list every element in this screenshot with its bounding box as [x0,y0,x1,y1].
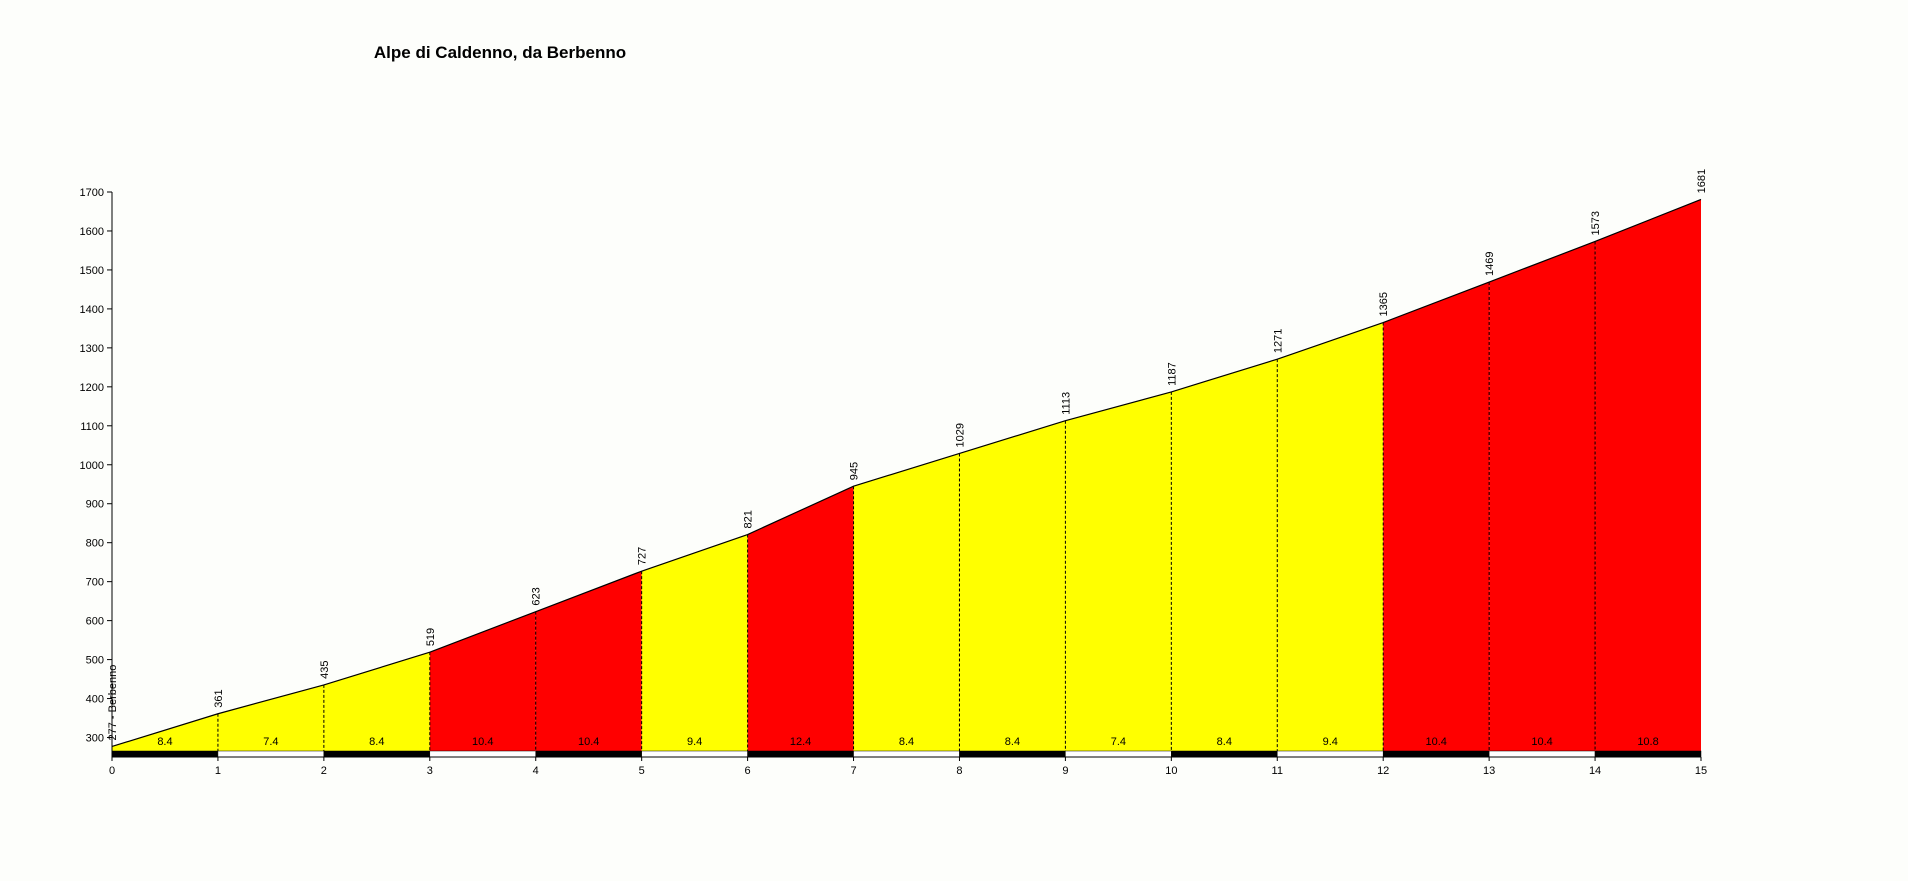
value-label: 519 [425,628,437,646]
x-tick-label: 10 [1165,765,1177,777]
x-tick-label: 15 [1695,765,1707,777]
scale-bar [111,750,219,758]
segment-area [1277,322,1384,757]
value-label: 277 - Berbenno [107,665,119,741]
segment-area [535,571,642,757]
value-label: 945 [849,462,861,480]
gradient-label: 8.4 [369,736,384,748]
scale-bar [1488,750,1596,758]
segment-area [429,611,536,757]
value-label: 821 [743,510,755,528]
x-tick-label: 1 [215,765,221,777]
value-label: 1271 [1272,329,1284,353]
y-tick-label: 400 [86,694,104,706]
y-tick-label: 500 [86,655,104,667]
y-tick-label: 1000 [80,460,104,472]
segment-area [323,652,430,757]
value-label: 1187 [1166,362,1178,386]
gradient-label: 9.4 [687,736,702,748]
scale-bar [1065,750,1172,758]
x-tick-label: 4 [533,765,539,777]
gradient-label: 8.4 [1217,736,1232,748]
scale-bar [853,750,960,758]
scale-bar [641,750,748,758]
x-tick-label: 2 [321,765,327,777]
gradient-label: 10.4 [1425,736,1446,748]
segment-area [1595,199,1701,757]
value-label: 1365 [1378,292,1390,316]
x-tick-label: 13 [1483,765,1495,777]
scale-bar [535,750,642,758]
value-label: 727 [637,547,649,565]
x-tick-label: 9 [1062,765,1068,777]
gradient-label: 8.4 [899,736,914,748]
segment-area [1489,241,1596,757]
value-label: 623 [531,587,543,605]
gradient-label: 10.8 [1637,736,1658,748]
gradient-label: 10.4 [578,736,599,748]
scale-bar [1171,750,1278,758]
x-tick-label: 14 [1589,765,1601,777]
y-tick-label: 1500 [80,265,104,277]
scale-bar [1594,750,1702,758]
gradient-label: 8.4 [1005,736,1020,748]
gradient-label: 10.4 [1531,736,1552,748]
x-tick-label: 12 [1377,765,1389,777]
y-tick-label: 1100 [80,421,104,433]
value-label: 1029 [954,423,966,447]
gradient-label: 12.4 [790,736,811,748]
scale-bar [1277,750,1384,758]
segment-area [1065,391,1172,757]
x-tick-label: 3 [427,765,433,777]
segment-area [112,713,218,757]
scale-bar [959,750,1066,758]
scale-bar [217,750,325,758]
value-label: 435 [319,661,331,679]
y-tick-label: 1400 [80,304,104,316]
segment-area [959,420,1066,757]
y-tick-label: 800 [86,538,104,550]
y-tick-label: 1600 [80,226,104,238]
value-label: 1113 [1060,392,1072,415]
x-tick-label: 7 [850,765,856,777]
y-tick-label: 1200 [80,382,104,394]
chart-title: Alpe di Caldenno, da Berbenno [374,43,626,62]
segment-area [853,453,960,757]
scale-bar [1382,750,1490,758]
scale-bar [429,750,536,758]
gradient-label: 10.4 [472,736,493,748]
scale-bar [323,750,431,758]
segment-area [1383,282,1490,757]
y-tick-label: 600 [86,616,104,628]
segment-area [641,534,748,757]
value-label: 1469 [1484,252,1496,276]
value-label: 361 [213,689,225,707]
segment-area [747,486,854,757]
y-tick-label: 700 [86,577,104,589]
value-label: 1573 [1590,211,1602,235]
x-tick-label: 6 [745,765,751,777]
gradient-label: 9.4 [1323,736,1338,748]
y-tick-label: 900 [86,499,104,511]
y-tick-label: 300 [86,733,104,745]
gradient-label: 8.4 [157,736,172,748]
x-tick-label: 5 [639,765,645,777]
x-tick-label: 8 [956,765,962,777]
value-label: 1681 [1696,169,1708,193]
gradient-label: 7.4 [263,736,278,748]
segment-area [1171,359,1278,757]
segment-area [217,684,324,757]
x-tick-label: 11 [1272,765,1283,777]
profile-line [111,198,1702,748]
y-tick-label: 1700 [80,187,104,199]
gradient-label: 7.4 [1111,736,1126,748]
y-tick-label: 1300 [80,343,104,355]
scale-bar [747,750,854,758]
x-tick-label: 0 [109,765,115,777]
